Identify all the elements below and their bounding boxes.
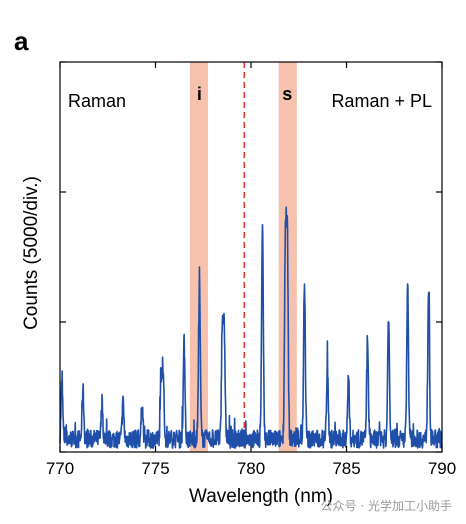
annotation-raman: Raman [68,91,126,111]
annotation-band-s: s [282,84,292,104]
axis-labels: 770 775 780 785 790 Wavelength (nm) Counts (50… [21,176,456,507]
x-tick-label: 785 [332,459,360,478]
annotations: Raman Raman + PL i s [68,84,432,111]
highlight-band-i [189,62,209,452]
x-axis-label: Wavelength (nm) [189,486,333,507]
plot-frame [59,61,443,453]
x-tick-label: 770 [46,459,74,478]
y-axis-label: Counts (5000/div.) [21,176,42,330]
x-tick-label: 790 [428,459,456,478]
panel-label: a [14,26,29,56]
highlight-bands [189,62,297,452]
watermark-text: 公众号 · 光学加工小助手 [320,499,452,513]
x-tick-label: 780 [237,459,265,478]
axis-ticks [59,61,443,453]
spectrum-series-line [59,206,443,449]
x-tick-label: 775 [141,459,169,478]
annotation-band-i: i [197,84,202,104]
annotation-raman-pl: Raman + PL [331,91,432,111]
